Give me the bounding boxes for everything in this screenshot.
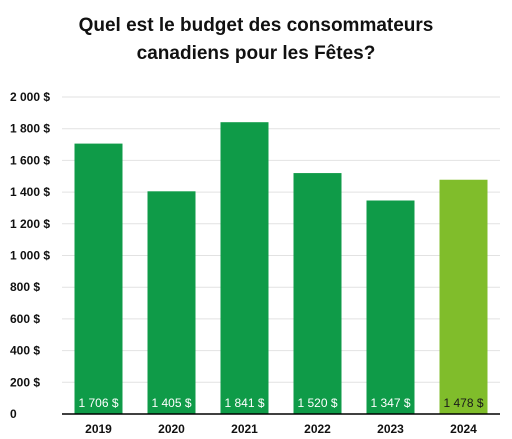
- bar-2021: [220, 122, 269, 414]
- bar-2023: [366, 200, 415, 414]
- y-tick-label-2000: 2 000 $: [10, 90, 50, 104]
- x-tick-label-2020: 2020: [158, 422, 185, 436]
- y-tick-label-600: 600 $: [10, 312, 40, 326]
- grid-lines: [62, 96, 500, 383]
- y-tick-label-1600: 1 600 $: [10, 153, 50, 167]
- y-tick-label-0: 0: [10, 407, 17, 421]
- x-tick-label-2023: 2023: [377, 422, 404, 436]
- data-label-2019: 1 706 $: [78, 396, 118, 410]
- x-tick-label-2024: 2024: [450, 422, 477, 436]
- chart-title-line-2: canadiens pour les Fêtes?: [136, 43, 376, 64]
- y-tick-label-400: 400 $: [10, 344, 40, 358]
- chart-title: Quel est le budget des consommateurs can…: [0, 12, 512, 68]
- data-label-2024: 1 478 $: [443, 396, 483, 410]
- y-tick-label-200: 200 $: [10, 375, 40, 389]
- y-tick-label-1200: 1 200 $: [10, 217, 50, 231]
- x-tick-label-2022: 2022: [304, 422, 331, 436]
- data-label-2022: 1 520 $: [297, 396, 337, 410]
- x-tick-label-2019: 2019: [85, 422, 112, 436]
- bar-2020: [147, 191, 196, 414]
- x-tick-label-2021: 2021: [231, 422, 258, 436]
- data-label-2023: 1 347 $: [370, 396, 410, 410]
- chart-title-line-1: Quel est le budget des consommateurs: [78, 15, 434, 36]
- bars: [74, 122, 488, 414]
- data-label-2021: 1 841 $: [224, 396, 264, 410]
- bar-2019: [74, 143, 123, 414]
- data-label-2020: 1 405 $: [151, 396, 191, 410]
- y-tick-label-1000: 1 000 $: [10, 249, 50, 263]
- bar-2022: [293, 173, 342, 414]
- y-tick-label-1400: 1 400 $: [10, 185, 50, 199]
- bar-2024: [439, 179, 488, 414]
- y-tick-label-800: 800 $: [10, 280, 40, 294]
- labels: 0 200 $ 400 $ 600 $ 800 $ 1 000 $ 1 200 $ 1 400…: [10, 90, 484, 436]
- y-tick-label-1800: 1 800 $: [10, 122, 50, 136]
